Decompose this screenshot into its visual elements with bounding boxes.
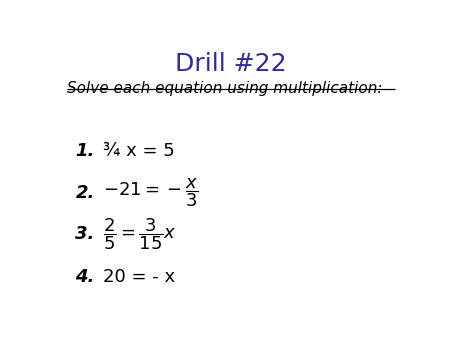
Text: 3.: 3. [76,225,95,243]
Text: 1.: 1. [76,142,95,160]
Text: $-21 = -\dfrac{x}{3}$: $-21 = -\dfrac{x}{3}$ [104,176,199,209]
Text: 4.: 4. [76,268,95,286]
Text: Solve each equation using multiplication:: Solve each equation using multiplication… [67,81,382,96]
Text: Drill #22: Drill #22 [175,52,287,76]
Text: $\dfrac{2}{5} = \dfrac{3}{15}x$: $\dfrac{2}{5} = \dfrac{3}{15}x$ [104,217,177,252]
Text: ¾ x = 5: ¾ x = 5 [104,142,175,160]
Text: 2.: 2. [76,184,95,202]
Text: 20 = - x: 20 = - x [104,268,176,286]
